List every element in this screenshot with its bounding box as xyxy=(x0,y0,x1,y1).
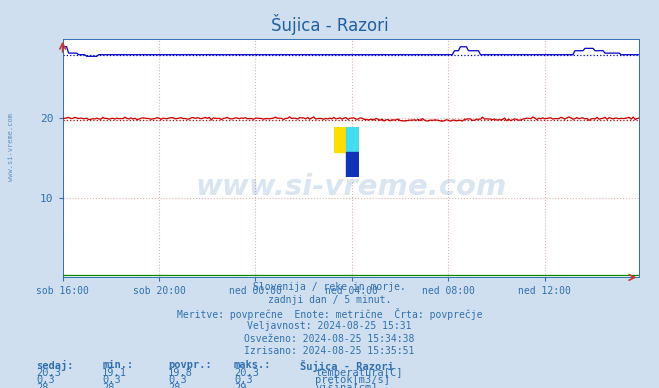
Bar xyxy=(333,127,346,152)
Text: 28: 28 xyxy=(36,383,49,388)
Text: Izrisano: 2024-08-25 15:35:51: Izrisano: 2024-08-25 15:35:51 xyxy=(244,346,415,357)
Text: zadnji dan / 5 minut.: zadnji dan / 5 minut. xyxy=(268,295,391,305)
Text: 0,3: 0,3 xyxy=(102,375,121,385)
Text: www.si-vreme.com: www.si-vreme.com xyxy=(8,113,14,182)
Text: višina[cm]: višina[cm] xyxy=(315,383,378,388)
Text: www.si-vreme.com: www.si-vreme.com xyxy=(195,173,507,201)
Text: 20,3: 20,3 xyxy=(36,368,61,378)
Text: temperatura[C]: temperatura[C] xyxy=(315,368,403,378)
Text: Slovenija / reke in morje.: Slovenija / reke in morje. xyxy=(253,282,406,293)
Text: min.:: min.: xyxy=(102,360,133,370)
Text: 20,3: 20,3 xyxy=(234,368,259,378)
Text: Meritve: povprečne  Enote: metrične  Črta: povprečje: Meritve: povprečne Enote: metrične Črta:… xyxy=(177,308,482,320)
Bar xyxy=(346,152,358,177)
Text: 0,3: 0,3 xyxy=(234,375,252,385)
Text: 19,8: 19,8 xyxy=(168,368,193,378)
Text: 29: 29 xyxy=(234,383,246,388)
Text: 0,3: 0,3 xyxy=(36,375,55,385)
Text: povpr.:: povpr.: xyxy=(168,360,212,370)
Text: sedaj:: sedaj: xyxy=(36,360,74,371)
Text: maks.:: maks.: xyxy=(234,360,272,370)
Bar xyxy=(346,127,358,152)
Text: 19,1: 19,1 xyxy=(102,368,127,378)
Text: Osveženo: 2024-08-25 15:34:38: Osveženo: 2024-08-25 15:34:38 xyxy=(244,334,415,344)
Text: 28: 28 xyxy=(102,383,115,388)
Text: Veljavnost: 2024-08-25 15:31: Veljavnost: 2024-08-25 15:31 xyxy=(247,321,412,331)
Text: 28: 28 xyxy=(168,383,181,388)
Text: pretok[m3/s]: pretok[m3/s] xyxy=(315,375,390,385)
Text: Šujica - Razori: Šujica - Razori xyxy=(300,360,393,372)
Text: 0,3: 0,3 xyxy=(168,375,186,385)
Text: Šujica - Razori: Šujica - Razori xyxy=(271,14,388,35)
